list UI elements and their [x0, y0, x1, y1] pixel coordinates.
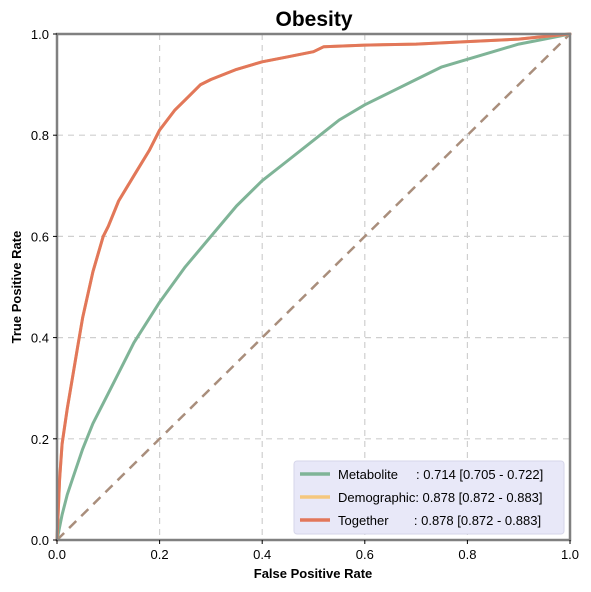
- chart-title: Obesity: [275, 8, 352, 31]
- y-axis-label: True Positive Rate: [9, 231, 24, 344]
- x-tick-label: 0.6: [356, 547, 374, 562]
- legend-label-demographic: Demographic: 0.878 [0.872 - 0.883]: [338, 490, 543, 505]
- y-tick-label: 0.0: [31, 533, 49, 548]
- x-tick-label: 1.0: [561, 547, 579, 562]
- y-tick-label: 0.8: [31, 128, 49, 143]
- x-axis-label: False Positive Rate: [254, 566, 373, 581]
- x-tick-label: 0.0: [48, 547, 66, 562]
- x-tick-label: 0.8: [458, 547, 476, 562]
- legend-label-together: Together : 0.878 [0.872 - 0.883]: [338, 513, 541, 528]
- legend-label-metabolite: Metabolite : 0.714 [0.705 - 0.722]: [338, 467, 543, 482]
- y-tick-label: 0.2: [31, 432, 49, 447]
- y-tick-label: 0.4: [31, 331, 49, 346]
- y-tick-label: 1.0: [31, 27, 49, 42]
- legend: Metabolite : 0.714 [0.705 - 0.722] Demogr…: [294, 461, 564, 534]
- x-tick-label: 0.2: [151, 547, 169, 562]
- y-tick-label: 0.6: [31, 229, 49, 244]
- x-tick-label: 0.4: [253, 547, 271, 562]
